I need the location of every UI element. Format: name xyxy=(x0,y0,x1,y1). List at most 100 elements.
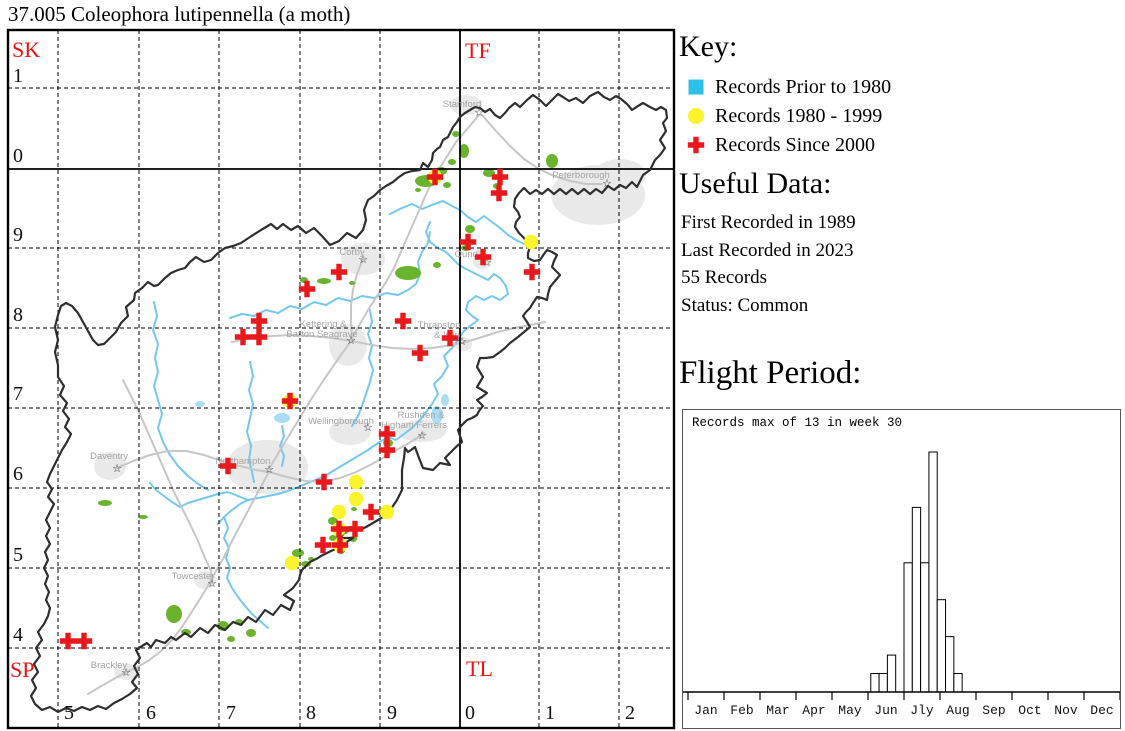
record-marker-since-2000 xyxy=(250,328,268,346)
month-label: May xyxy=(838,703,862,718)
month-label: Jan xyxy=(694,703,717,718)
flight-bar xyxy=(870,673,880,693)
month-label: Aug xyxy=(946,703,969,718)
record-marker-since-2000 xyxy=(281,392,299,410)
easting-label: 9 xyxy=(387,702,397,724)
key-item-1980-1999: Records 1980 - 1999 xyxy=(686,104,882,128)
town-star-icon: ☆ xyxy=(474,106,484,119)
record-marker-since-2000 xyxy=(298,280,316,298)
easting-label: 7 xyxy=(226,702,236,724)
town-labels: Stamford☆Peterborough☆Corby☆ Oundle☆Kette… xyxy=(90,99,612,679)
flight-bar xyxy=(886,654,897,693)
record-marker-since-2000 xyxy=(75,632,93,650)
key-cross-glyph xyxy=(687,136,705,154)
flight-period-chart: Jan Feb Mar Apr May Jun Jly Aug Sep Oct Nov Dec Rec… xyxy=(682,409,1121,729)
record-marker-since-2000 xyxy=(330,263,348,281)
record-marker-since-2000 xyxy=(362,503,380,521)
town-star-icon: ☆ xyxy=(417,429,427,442)
record-marker-since-2000 xyxy=(234,328,252,346)
record-marker-1980-1999 xyxy=(379,504,395,520)
useful-data-heading: Useful Data: xyxy=(679,167,832,200)
month-label: Jly xyxy=(910,703,934,718)
town-label: Rushden & xyxy=(397,410,445,421)
record-marker-since-2000 xyxy=(346,520,364,538)
key-item-prior-1980: Records Prior to 1980 xyxy=(686,75,891,99)
month-label: Feb xyxy=(730,703,753,718)
northing-label: 7 xyxy=(13,383,23,405)
grid-lines xyxy=(8,30,674,728)
flight-bar xyxy=(903,562,913,693)
record-markers xyxy=(59,168,541,650)
distribution-map: Stamford☆Peterborough☆Corby☆ Oundle☆Kette… xyxy=(6,28,676,730)
record-marker-since-2000 xyxy=(523,263,541,281)
month-label: Sep xyxy=(982,703,1005,718)
northing-label: 9 xyxy=(13,224,23,246)
easting-label: 1 xyxy=(545,702,555,724)
record-marker-since-2000 xyxy=(331,536,349,554)
town-label: Thrapston xyxy=(418,320,461,331)
record-marker-since-2000 xyxy=(59,632,77,650)
town-star-icon: ☆ xyxy=(363,421,373,434)
1980-1999-circle-icon xyxy=(688,108,704,124)
record-marker-1980-1999 xyxy=(348,474,364,490)
easting-label: 2 xyxy=(625,702,635,724)
town-label: Kettering & xyxy=(300,319,348,330)
urban-areas xyxy=(94,95,646,680)
record-marker-1980-1999 xyxy=(331,504,347,520)
month-label: Apr xyxy=(802,703,825,718)
town-star-icon: ☆ xyxy=(207,577,217,590)
town-label: Stamford xyxy=(443,99,482,110)
month-label: Dec xyxy=(1090,703,1113,718)
record-marker-since-2000 xyxy=(378,441,396,459)
flight-bar xyxy=(878,673,888,693)
northing-label: 0 xyxy=(13,145,23,167)
town-label: Peterborough xyxy=(552,170,610,181)
town-star-icon: ☆ xyxy=(264,463,274,476)
rivers xyxy=(149,200,525,629)
key-heading: Key: xyxy=(679,30,738,63)
key-item-label: Records Since 2000 xyxy=(715,133,875,156)
record-marker-since-2000 xyxy=(426,168,444,186)
town-label: Higham Ferrers xyxy=(381,420,447,431)
record-marker-since-2000 xyxy=(330,520,348,538)
flight-bar xyxy=(911,506,922,693)
key-circle-glyph xyxy=(688,108,704,124)
record-marker-since-2000 xyxy=(441,329,459,347)
status-line: Status: Common xyxy=(681,295,809,316)
chart-note: Records max of 13 in week 30 xyxy=(692,416,903,430)
map-border xyxy=(6,28,676,730)
flight-bar xyxy=(936,599,947,693)
town-label: Wellingborough xyxy=(308,416,374,427)
record-marker-since-2000 xyxy=(394,312,412,330)
town-label: Daventry xyxy=(90,451,128,462)
prior-1980-square-icon xyxy=(688,79,704,95)
town-star-icon: ☆ xyxy=(482,256,492,269)
town-star-icon: ☆ xyxy=(112,462,122,475)
record-marker-since-2000 xyxy=(315,473,333,491)
record-marker-since-2000 xyxy=(219,457,237,475)
grid-letter-label: SK xyxy=(12,37,40,62)
northing-label: 4 xyxy=(13,624,23,646)
town-star-icon: ☆ xyxy=(602,177,612,190)
woodland-patches xyxy=(98,131,558,642)
flight-period-histogram: Jan Feb Mar Apr May Jun Jly Aug Sep Oct Nov Dec xyxy=(683,451,1120,718)
northing-label: 6 xyxy=(13,463,23,485)
key-item-since-2000: Records Since 2000 xyxy=(686,133,875,157)
town-star-icon: ☆ xyxy=(358,253,368,266)
month-label: Jun xyxy=(874,703,897,718)
town-star-icon: ☆ xyxy=(457,335,467,348)
record-marker-since-2000 xyxy=(490,184,508,202)
easting-label: 8 xyxy=(306,702,316,724)
easting-label: 6 xyxy=(146,702,156,724)
key-item-label: Records 1980 - 1999 xyxy=(715,104,883,127)
record-count-line: 55 Records xyxy=(681,267,768,288)
easting-label: 0 xyxy=(465,702,475,724)
record-marker-since-2000 xyxy=(250,312,268,330)
key-item-label: Records Prior to 1980 xyxy=(715,75,892,98)
record-marker-since-2000 xyxy=(474,248,492,266)
record-marker-since-2000 xyxy=(459,233,477,251)
key-square-glyph xyxy=(688,79,704,95)
record-marker-since-2000 xyxy=(411,344,429,362)
town-label: Barton Seagrave xyxy=(286,329,357,340)
